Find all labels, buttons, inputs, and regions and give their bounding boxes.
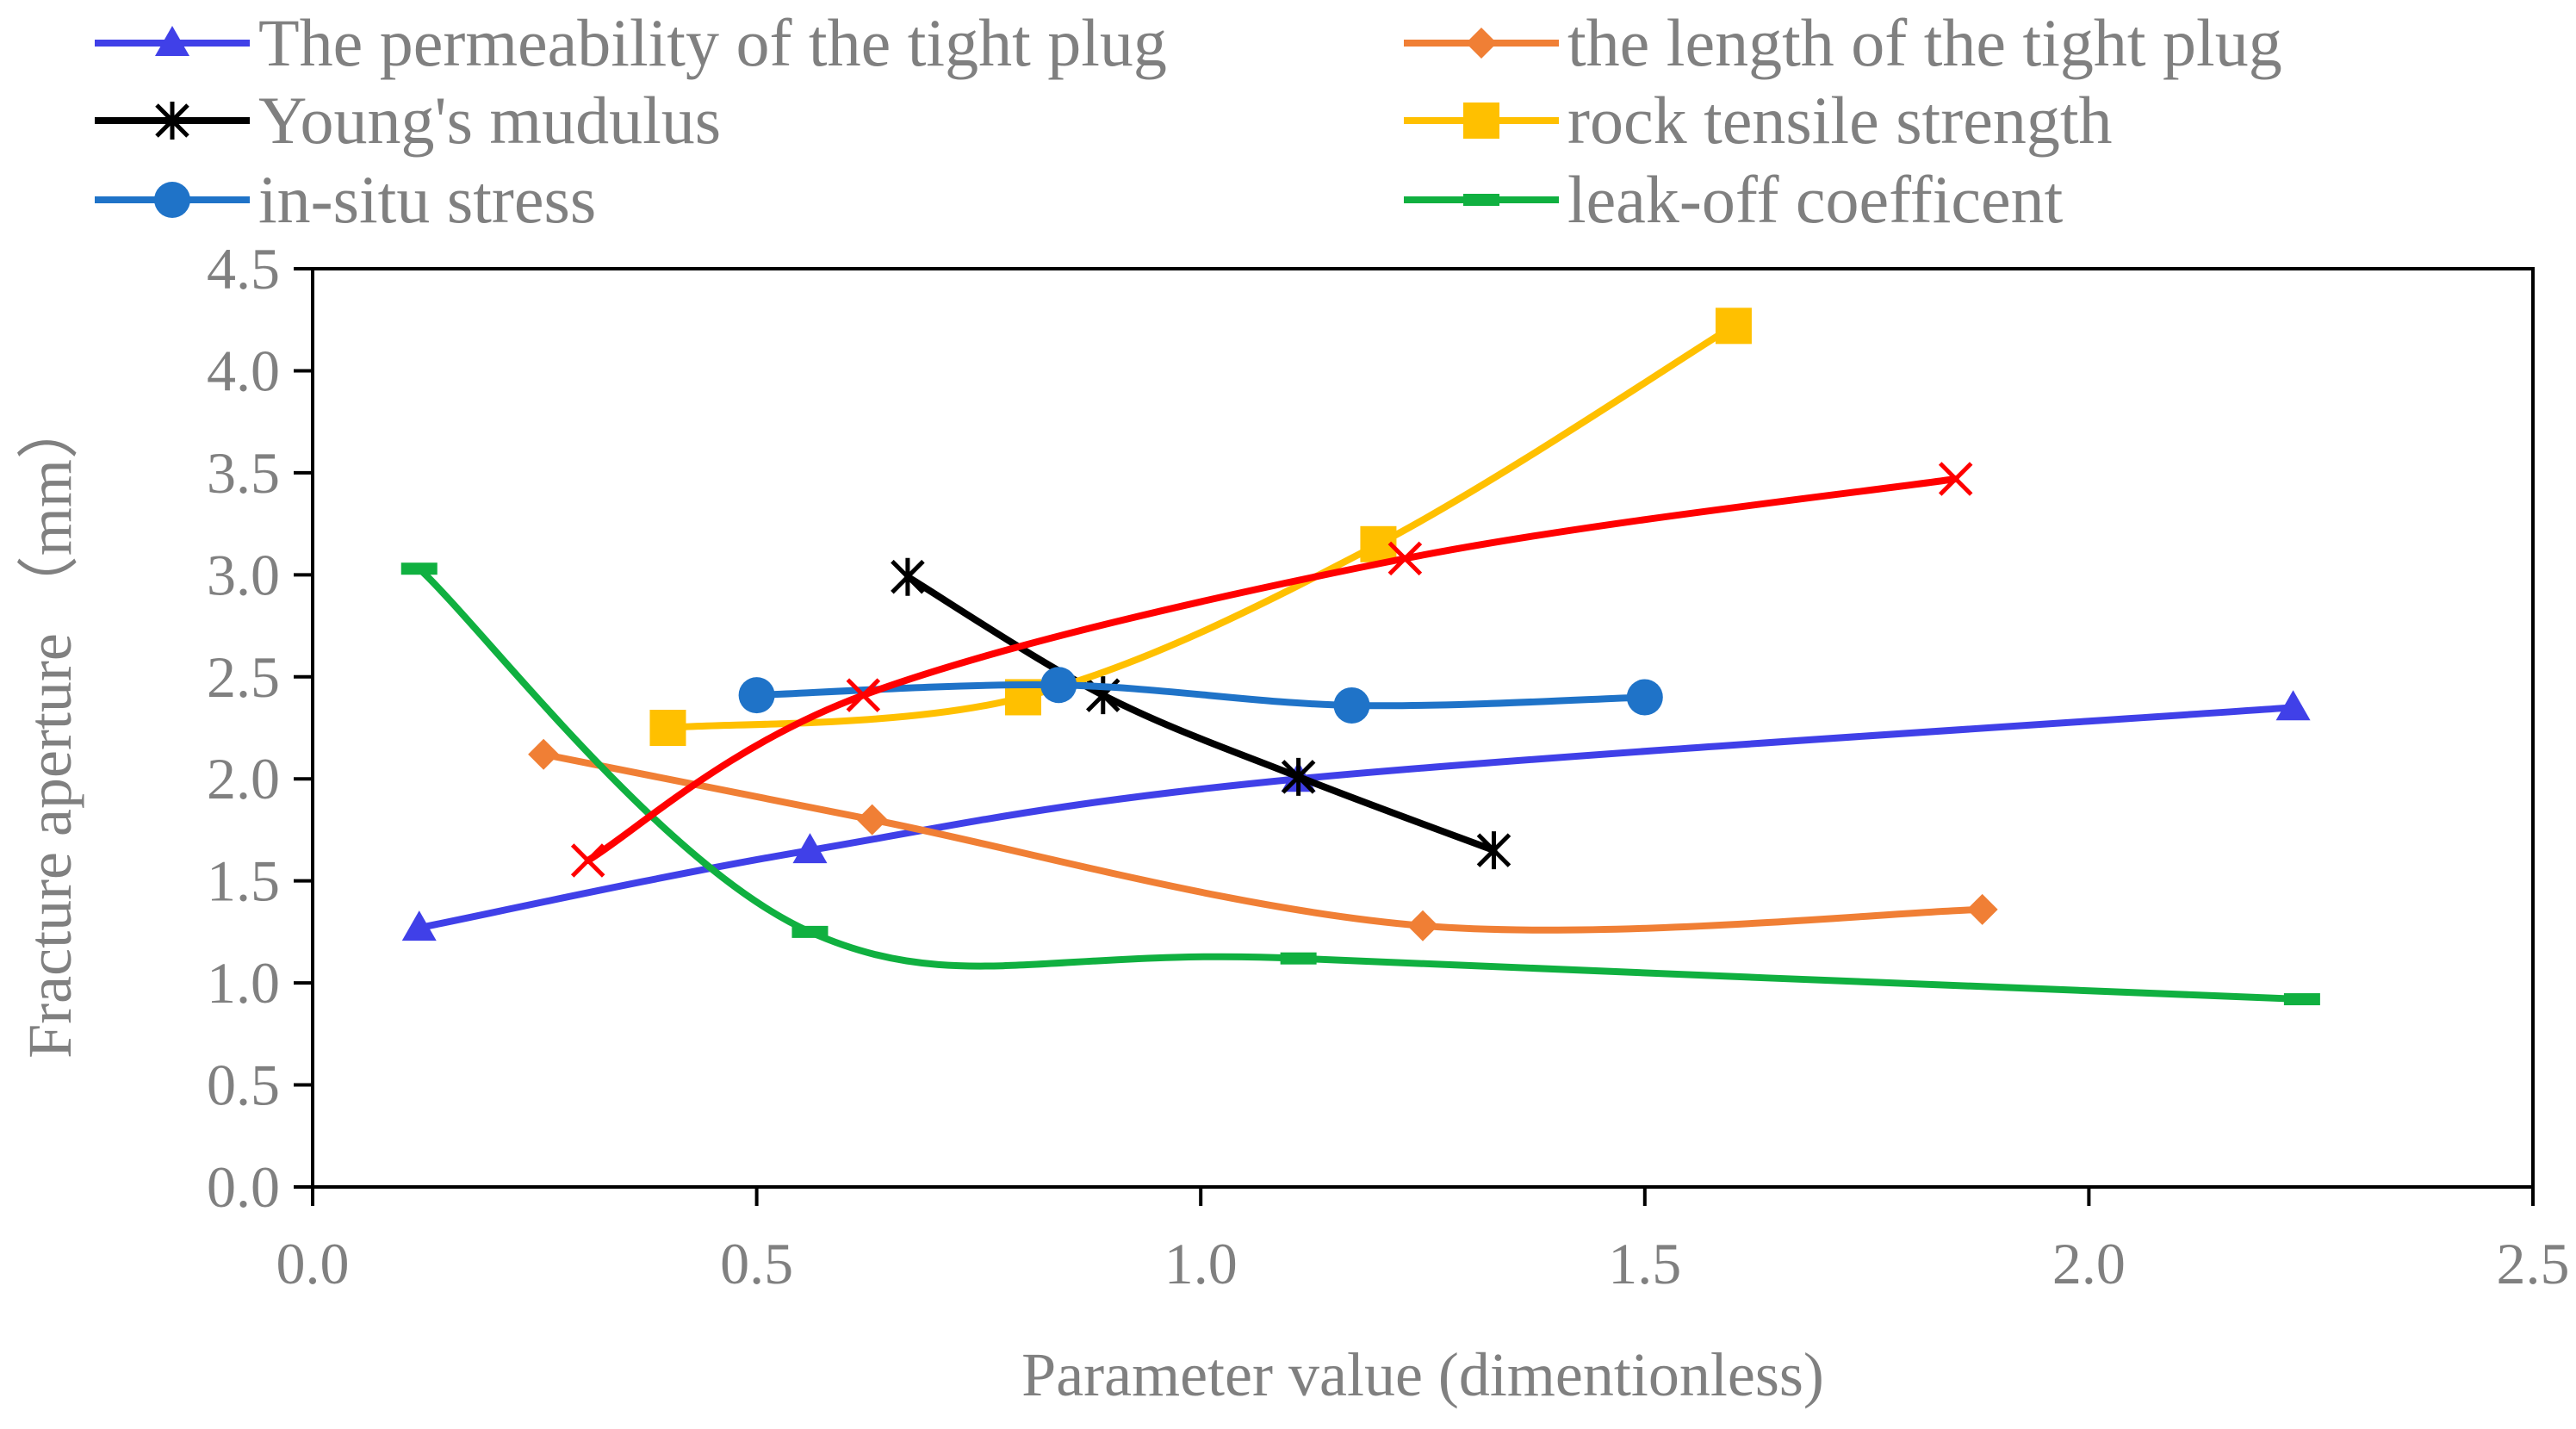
data-point-insitu [1333, 687, 1370, 724]
y-tick-label: 4.0 [207, 338, 280, 403]
y-tick-label: 1.5 [207, 848, 280, 914]
data-point-length [1407, 910, 1438, 941]
y-tick-label: 0.0 [207, 1154, 280, 1220]
y-tick-label: 3.5 [207, 440, 280, 506]
legend-marker-insitu [154, 182, 190, 218]
y-tick-label: 2.5 [207, 644, 280, 710]
legend-item-permeability: The permeability of the tight plug [95, 5, 1167, 80]
data-point-insitu [738, 677, 775, 714]
legend-item-youngs: Young's mudulus [95, 83, 721, 158]
legend-label-insitu: in-situ stress [258, 162, 596, 237]
series-unnamed [570, 462, 1973, 878]
legend-item-tensile: rock tensile strength [1404, 83, 2113, 158]
series-line-leakoff [415, 565, 2306, 1003]
data-point-leakoff [791, 925, 829, 938]
series-line-length [540, 750, 1986, 934]
series-tensile [649, 308, 1752, 746]
data-point-unnamed [846, 678, 881, 712]
x-tick-label: 2.0 [2052, 1231, 2126, 1296]
legend-label-tensile: rock tensile strength [1567, 83, 2113, 158]
data-point-insitu [1040, 667, 1077, 704]
y-axis-title: Fracture aperture （mm） [16, 397, 84, 1059]
x-tick-label: 2.5 [2497, 1231, 2570, 1296]
y-tick-label: 4.5 [207, 236, 280, 301]
data-point-leakoff [400, 562, 438, 575]
series-line-unnamed [584, 475, 1959, 864]
series-line-permeability [415, 704, 2297, 932]
series-length [528, 738, 1998, 941]
data-point-unnamed [1938, 462, 1973, 496]
legend-label-leakoff: leak-off coefficent [1567, 162, 2064, 237]
data-point-leakoff [2283, 993, 2320, 1006]
legend-marker-tensile [1463, 103, 1499, 139]
legend: The permeability of the tight plug the le… [95, 5, 2282, 237]
legend-label-youngs: Young's mudulus [258, 83, 721, 158]
data-point-permeability [401, 910, 437, 941]
x-axis-ticks: 0.0 0.5 1.0 1.5 2.0 2.5 [276, 1187, 2570, 1296]
legend-item-length: the length of the tight plug [1404, 5, 2282, 80]
legend-item-leakoff: leak-off coefficent [1404, 162, 2064, 237]
plot-frame [311, 267, 2535, 1189]
data-point-tensile [1715, 308, 1752, 345]
data-point-unnamed [570, 843, 605, 878]
data-point-unnamed [1387, 541, 1423, 576]
legend-item-insitu: in-situ stress [95, 162, 596, 237]
data-point-youngs [1086, 676, 1120, 715]
legend-marker-youngs [155, 102, 189, 140]
series-line-tensile [664, 322, 1737, 731]
x-axis-title: Parameter value (dimentionless) [1021, 1340, 1824, 1409]
data-point-length [1966, 893, 1998, 925]
legend-label-permeability: The permeability of the tight plug [258, 5, 1167, 80]
x-tick-label: 0.0 [276, 1231, 350, 1296]
legend-label-length: the length of the tight plug [1567, 5, 2282, 80]
series-layer [400, 308, 2320, 1006]
data-point-leakoff [1280, 952, 1317, 965]
series-leakoff [400, 562, 2320, 1006]
data-point-tensile [649, 710, 686, 746]
data-point-insitu [1626, 679, 1663, 716]
x-tick-label: 1.5 [1608, 1231, 1681, 1296]
data-point-youngs [1281, 757, 1316, 796]
series-insitu [738, 667, 1663, 724]
series-line-youngs [903, 573, 1498, 854]
y-tick-label: 2.0 [207, 746, 280, 811]
y-tick-label: 0.5 [207, 1053, 280, 1118]
x-tick-label: 0.5 [720, 1231, 793, 1296]
legend-marker-permeability [155, 26, 189, 56]
y-tick-label: 3.0 [207, 542, 280, 607]
x-tick-label: 1.0 [1164, 1231, 1238, 1296]
data-point-permeability [792, 833, 828, 864]
data-point-length [528, 738, 560, 770]
data-point-youngs [1476, 831, 1511, 870]
legend-marker-length [1466, 28, 1497, 59]
data-point-length [856, 804, 888, 836]
data-point-youngs [891, 557, 925, 596]
legend-marker-leakoff [1463, 194, 1499, 206]
y-axis-ticks: 0.0 0.5 1.0 1.5 2.0 2.5 3.0 3.5 4.0 4.5 [207, 236, 313, 1220]
y-tick-label: 1.0 [207, 950, 280, 1016]
data-point-permeability [2275, 690, 2311, 721]
plot-area [311, 267, 2535, 1189]
